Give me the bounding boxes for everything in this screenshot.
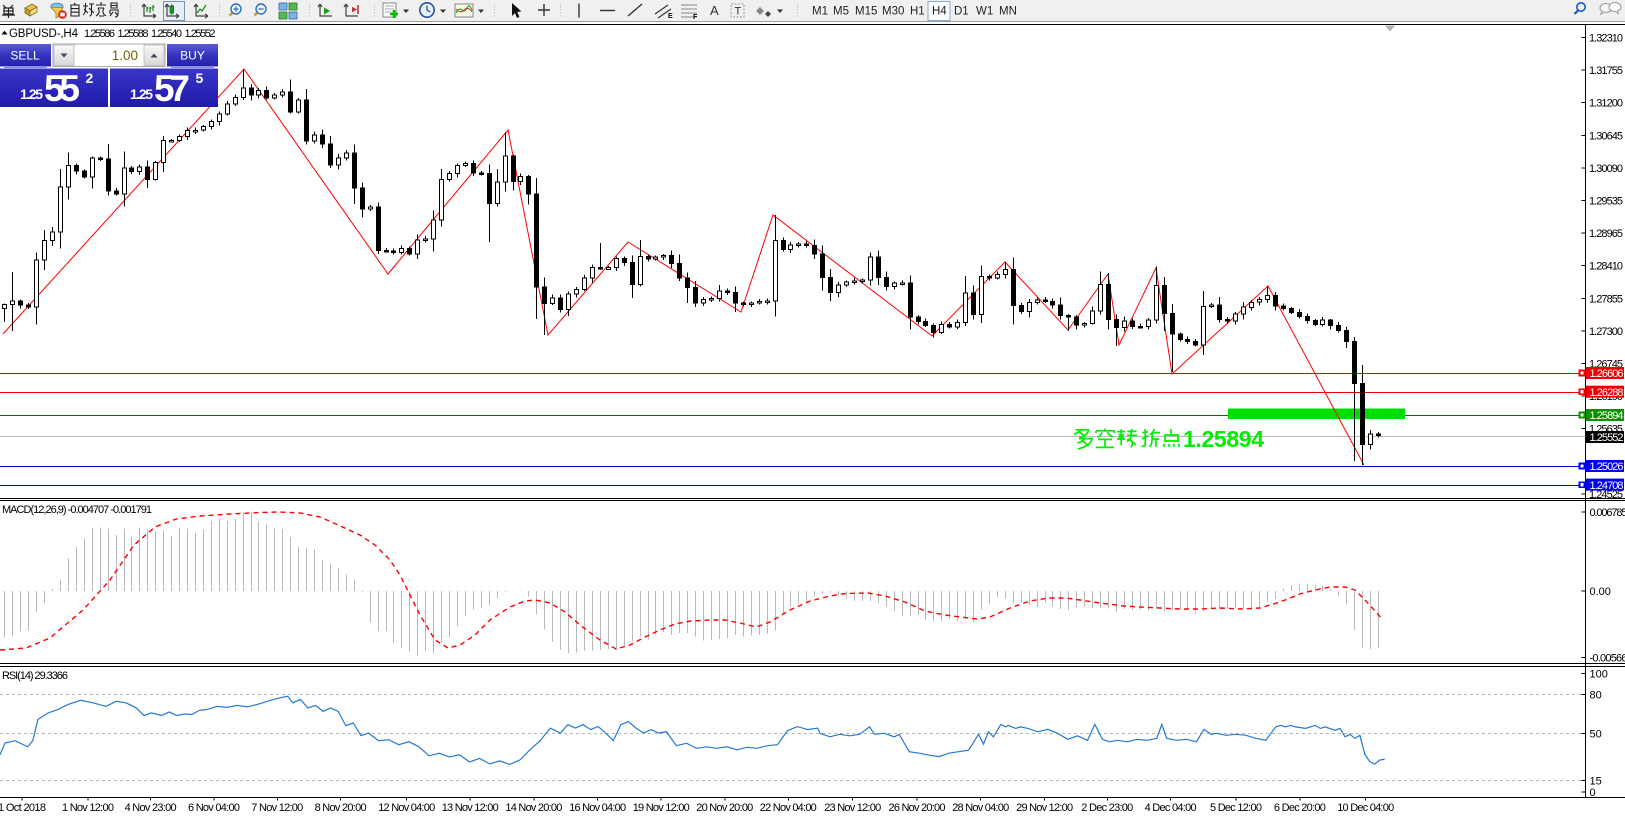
svg-text:1.30645: 1.30645: [1589, 130, 1623, 142]
svg-text:28 Nov 04:00: 28 Nov 04:00: [952, 802, 1009, 814]
svg-text:1.24708: 1.24708: [1590, 480, 1624, 492]
svg-text:1.26288: 1.26288: [1590, 387, 1624, 399]
svg-text:12 Nov 04:00: 12 Nov 04:00: [378, 802, 435, 814]
svg-text:2 Dec 23:00: 2 Dec 23:00: [1081, 802, 1133, 814]
svg-text:1.31755: 1.31755: [1589, 65, 1623, 77]
svg-text:M1: M1: [812, 6, 828, 18]
svg-text:M5: M5: [833, 6, 849, 18]
svg-text:MN: MN: [999, 6, 1017, 18]
svg-text:D1: D1: [954, 6, 969, 18]
svg-text:8 Nov 20:00: 8 Nov 20:00: [315, 802, 367, 814]
svg-text:7 Nov 12:00: 7 Nov 12:00: [251, 802, 303, 814]
svg-text:29 Nov 12:00: 29 Nov 12:00: [1016, 802, 1073, 814]
svg-text:1.25552: 1.25552: [185, 28, 216, 40]
svg-text:4 Dec 04:00: 4 Dec 04:00: [1145, 802, 1197, 814]
svg-text:13 Nov 12:00: 13 Nov 12:00: [442, 802, 499, 814]
svg-text:23 Nov 12:00: 23 Nov 12:00: [824, 802, 881, 814]
svg-text:SELL: SELL: [10, 49, 40, 63]
svg-text:2: 2: [86, 70, 94, 86]
svg-text:6 Nov 04:00: 6 Nov 04:00: [188, 802, 240, 814]
svg-text:15: 15: [1590, 776, 1602, 788]
svg-text:55: 55: [44, 68, 80, 109]
svg-text:1.25586: 1.25586: [84, 28, 115, 40]
svg-text:RSI(14) 29.3366: RSI(14) 29.3366: [2, 670, 68, 682]
svg-text:1.28965: 1.28965: [1589, 228, 1623, 240]
svg-text:5: 5: [196, 70, 204, 86]
svg-text:GBPUSD-,H4: GBPUSD-,H4: [9, 28, 79, 40]
svg-text:1.00: 1.00: [112, 48, 138, 63]
svg-text:1.31200: 1.31200: [1589, 98, 1623, 110]
svg-text:1.29535: 1.29535: [1589, 196, 1623, 208]
svg-text:100: 100: [1590, 669, 1608, 681]
svg-text:1.28410: 1.28410: [1589, 261, 1623, 273]
svg-text:1.27855: 1.27855: [1589, 293, 1623, 305]
svg-text:1.27300: 1.27300: [1589, 326, 1623, 338]
svg-text:10 Dec 04:00: 10 Dec 04:00: [1337, 802, 1394, 814]
svg-text:16 Nov 04:00: 16 Nov 04:00: [569, 802, 626, 814]
svg-text:BUY: BUY: [180, 49, 205, 63]
svg-text:0.006785: 0.006785: [1590, 507, 1625, 519]
svg-text:1.25894: 1.25894: [1590, 410, 1624, 422]
svg-text:6 Dec 20:00: 6 Dec 20:00: [1274, 802, 1326, 814]
svg-text:22 Nov 04:00: 22 Nov 04:00: [760, 802, 817, 814]
svg-text:M30: M30: [882, 6, 904, 18]
svg-text:H1: H1: [910, 6, 925, 18]
svg-text:T: T: [735, 6, 742, 18]
svg-text:A: A: [710, 3, 719, 18]
svg-text:1 Nov 12:00: 1 Nov 12:00: [62, 802, 114, 814]
svg-text:1.25: 1.25: [130, 86, 153, 102]
svg-text:1.30090: 1.30090: [1589, 163, 1623, 175]
svg-text:MACD(12,26,9) -0.004707 -0.001: MACD(12,26,9) -0.004707 -0.001791: [2, 504, 152, 516]
svg-text:1.25026: 1.25026: [1590, 461, 1624, 473]
svg-text:1.26606: 1.26606: [1590, 368, 1624, 380]
svg-text:57: 57: [154, 68, 190, 109]
svg-text:1.25894: 1.25894: [1183, 426, 1264, 452]
svg-text:1.25588: 1.25588: [118, 28, 149, 40]
svg-text:14 Nov 20:00: 14 Nov 20:00: [505, 802, 562, 814]
svg-text:F: F: [693, 14, 698, 21]
svg-text:0: 0: [1590, 787, 1596, 799]
svg-text:1.32310: 1.32310: [1589, 33, 1623, 45]
svg-text:1 Oct 2018: 1 Oct 2018: [0, 802, 46, 814]
svg-text:50: 50: [1590, 728, 1602, 740]
svg-text:4 Nov 23:00: 4 Nov 23:00: [125, 802, 177, 814]
svg-text:1.25552: 1.25552: [1590, 432, 1624, 444]
svg-text:80: 80: [1590, 690, 1602, 702]
svg-text:20 Nov 20:00: 20 Nov 20:00: [696, 802, 753, 814]
svg-text:E: E: [668, 13, 673, 20]
svg-text:-0.00566: -0.00566: [1590, 653, 1625, 665]
svg-text:1.25540: 1.25540: [151, 28, 182, 40]
svg-text:W1: W1: [976, 6, 993, 18]
svg-text:1.25: 1.25: [20, 86, 43, 102]
svg-text:26 Nov 20:00: 26 Nov 20:00: [889, 802, 946, 814]
svg-text:19 Nov 12:00: 19 Nov 12:00: [633, 802, 690, 814]
svg-text:0.00: 0.00: [1590, 586, 1611, 598]
svg-text:5 Dec 12:00: 5 Dec 12:00: [1210, 802, 1262, 814]
svg-text:H4: H4: [932, 6, 947, 18]
svg-text:M15: M15: [855, 6, 877, 18]
